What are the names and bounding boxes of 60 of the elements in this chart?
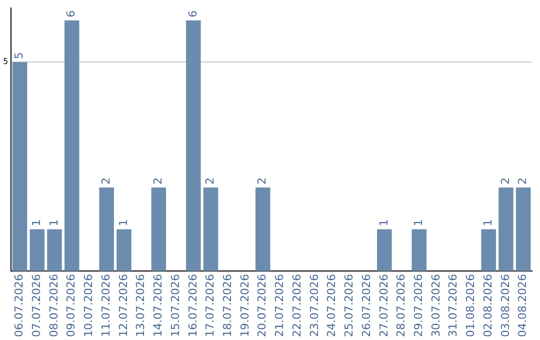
data-label: 2 xyxy=(204,177,217,184)
x-tick-label: 27.07.2026 xyxy=(377,274,390,338)
data-label: 1 xyxy=(47,219,60,226)
x-tick-label: 11.07.2026 xyxy=(99,274,112,338)
data-label: 1 xyxy=(412,219,425,226)
x-tick-label: 16.07.2026 xyxy=(186,274,200,338)
data-label: 1 xyxy=(30,219,43,226)
data-label: 2 xyxy=(256,177,269,184)
data-label: 5 xyxy=(2,57,8,66)
bar xyxy=(498,187,514,272)
x-tick-label: 30.07.2026 xyxy=(429,274,442,338)
bar xyxy=(377,229,392,272)
x-tick-label: 22.07.2026 xyxy=(290,274,304,338)
x-tick-label: 17.07.2026 xyxy=(204,274,217,338)
bar xyxy=(12,62,28,272)
data-label: 6 xyxy=(186,10,200,18)
bar xyxy=(516,187,531,272)
data-label: 1 xyxy=(481,219,494,226)
x-tick-label: 14.07.2026 xyxy=(152,274,165,338)
x-tick-label: 06.07.2026 xyxy=(12,274,26,338)
x-tick-label: 13.07.2026 xyxy=(134,274,148,338)
x-tick-label: 19.07.2026 xyxy=(238,274,252,338)
bar xyxy=(30,229,45,272)
x-tick-label: 07.07.2026 xyxy=(30,274,43,338)
bar xyxy=(47,229,62,272)
data-label: 1 xyxy=(377,219,390,226)
data-label: 2 xyxy=(516,177,530,184)
bar xyxy=(64,20,80,272)
data-label: 6 xyxy=(64,10,78,18)
x-tick-label: 04.08.2026 xyxy=(516,274,530,338)
x-tick-label: 26.07.2026 xyxy=(360,274,373,338)
bar xyxy=(203,187,218,272)
x-tick-label: 18.07.2026 xyxy=(220,274,234,338)
x-tick-label: 09.07.2026 xyxy=(64,274,78,338)
x-tick-label: 01.08.2026 xyxy=(464,274,478,338)
bar xyxy=(186,20,201,272)
x-tick-label: 28.07.2026 xyxy=(394,274,408,338)
x-tick-label: 02.08.2026 xyxy=(481,274,494,338)
data-label: 2 xyxy=(152,177,165,184)
x-tick-label: 10.07.2026 xyxy=(82,274,96,338)
data-label: 2 xyxy=(498,177,512,184)
bar xyxy=(116,229,132,272)
bar xyxy=(481,229,496,272)
x-tick-label: 08.07.2026 xyxy=(47,274,60,338)
x-tick-label: 21.07.2026 xyxy=(273,274,286,338)
bar xyxy=(151,187,166,272)
data-label: 2 xyxy=(99,177,112,184)
x-tick-label: 29.07.2026 xyxy=(412,274,425,338)
x-tick-label: 15.07.2026 xyxy=(168,274,182,338)
data-label: 1 xyxy=(116,219,130,226)
x-tick-label: 03.08.2026 xyxy=(498,274,512,338)
bar xyxy=(255,187,270,272)
x-tick-label: 25.07.2026 xyxy=(342,274,356,338)
x-tick-label: 24.07.2026 xyxy=(325,274,338,338)
x-tick-label: 12.07.2026 xyxy=(116,274,130,338)
bar xyxy=(99,187,114,272)
x-tick-label: 23.07.2026 xyxy=(308,274,321,338)
bar xyxy=(412,229,427,272)
x-tick-label: 31.07.2026 xyxy=(446,274,460,338)
x-tick-label: 20.07.2026 xyxy=(256,274,269,338)
